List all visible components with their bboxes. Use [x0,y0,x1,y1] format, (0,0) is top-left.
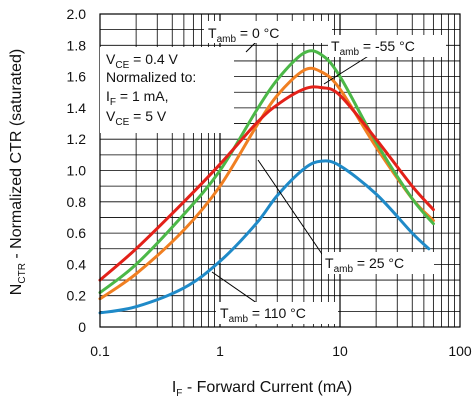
y-tick-label: 1.6 [67,69,87,85]
plot-frame [99,13,461,328]
x-tick-label: 10 [332,343,348,359]
y-tick-label: 2.0 [67,6,87,22]
label-110c: Tamb = 110 °C [220,305,306,325]
cond-line3-main: I [106,88,110,104]
conditions-note: VCE = 0.4 V Normalized to: IF = 1 mA, VC… [100,47,234,133]
x-tick-labels: 0.1 1 10 100 [90,343,472,359]
svg-text:VCE = 5 V: VCE = 5 V [106,108,167,128]
y-tick-label: 0.4 [67,256,87,272]
y-tick-label: 0.8 [67,194,87,210]
x-tick-label: 100 [448,343,472,359]
y-tick-label: 1.4 [67,100,87,116]
svg-text:VCE = 0.4 V: VCE = 0.4 V [106,51,179,71]
series-line-2 [98,85,435,282]
leader-25c [257,159,323,255]
y-tick-label: 1.0 [67,163,87,179]
y-axis-title: NCTR - Normalized CTR (saturated) [8,49,28,295]
cond-line3-sub: F [110,97,116,108]
label-0c: Tamb = 0 °C [208,25,279,45]
cond-line4-main: V [106,108,116,124]
y-tick-label: 1.8 [67,37,87,53]
cond-line2: Normalized to: [106,69,196,85]
y-tick-label: 0 [78,319,86,335]
x-axis-title: IF - Forward Current (mA) [172,379,352,399]
leader-m55c [323,54,371,85]
y-tick-label: 0.6 [67,225,87,241]
y-tick-label: 0.2 [67,288,87,304]
label-m55c: Tamb = -55 °C [331,38,415,58]
y-tick-labels: 0 0.2 0.4 0.6 0.8 1.0 1.2 1.4 1.6 1.8 2.0 [67,6,87,335]
label-25c: Tamb = 25 °C [325,255,404,275]
series-line-3 [98,159,431,315]
cond-line4-rest: = 5 V [129,108,167,124]
svg-text:IF = 1 mA,: IF = 1 mA, [106,88,169,108]
x-tick-label: 1 [216,343,224,359]
series-line-1 [98,66,435,301]
cond-line3-rest: = 1 mA, [116,88,169,104]
x-tick-label: 0.1 [90,343,110,359]
cond-line1-main: V [106,51,116,67]
cond-line1-sub: CE [115,60,129,71]
series-layer [98,49,435,315]
cond-line1-rest: = 0.4 V [129,51,178,67]
series-line-0 [98,49,435,295]
series-callouts: Tamb = 0 °C Tamb = -55 °C Tamb = 25 °C T… [204,21,446,325]
cond-line4-sub: CE [115,117,129,128]
y-tick-label: 1.2 [67,131,87,147]
